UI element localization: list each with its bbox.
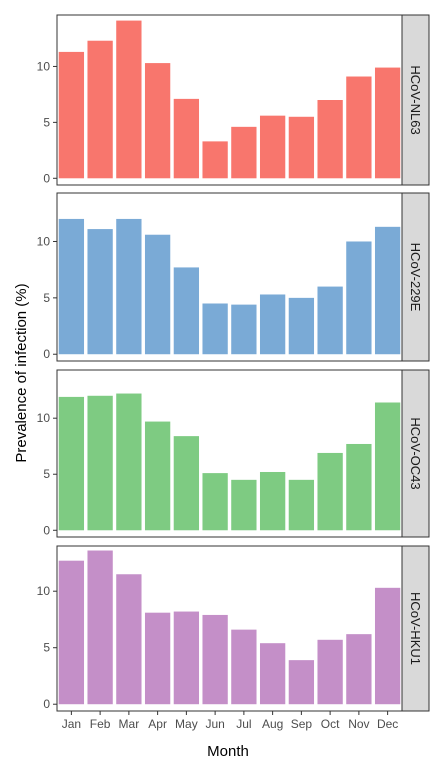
x-tick-label: Jul: [236, 717, 251, 731]
y-tick-label: 10: [37, 584, 51, 598]
bar: [317, 639, 343, 705]
y-tick-label: 0: [43, 347, 50, 361]
bar: [288, 116, 315, 179]
bar: [346, 634, 372, 705]
bar: [202, 473, 228, 531]
bar: [231, 629, 257, 705]
bar: [317, 286, 343, 355]
bar: [173, 611, 200, 705]
bar: [144, 421, 171, 531]
y-tick-label: 5: [43, 115, 50, 129]
bar: [202, 614, 228, 705]
bar: [116, 218, 142, 355]
bar: [374, 226, 401, 355]
x-tick-label: Jan: [62, 717, 81, 731]
x-tick-label: Oct: [321, 717, 340, 731]
bar: [346, 76, 372, 179]
bar: [317, 100, 343, 179]
bar: [374, 587, 401, 705]
bar: [288, 479, 315, 531]
panel: 0 5 10 HCoV-NL63: [37, 14, 430, 186]
bar: [58, 51, 85, 179]
bar: [144, 234, 171, 355]
y-tick-label: 10: [37, 234, 51, 248]
facet-strip-label: HCoV-OC43: [408, 417, 423, 489]
bar: [288, 660, 315, 705]
facet-strip: [401, 369, 430, 538]
bar: [144, 612, 171, 705]
bar: [259, 643, 286, 705]
bar: [288, 297, 315, 355]
x-tick-label: Sep: [291, 717, 313, 731]
bar: [173, 98, 200, 179]
x-tick-label: Feb: [90, 717, 111, 731]
bar: [346, 443, 372, 531]
bar: [231, 304, 257, 355]
x-tick-label: Apr: [148, 717, 167, 731]
y-tick-label: 10: [37, 59, 51, 73]
facet-strip-label: HCoV-NL63: [408, 65, 423, 134]
bar: [259, 294, 286, 355]
bar: [58, 396, 85, 531]
bar: [87, 40, 113, 179]
bar: [231, 479, 257, 531]
y-tick-label: 5: [43, 467, 50, 481]
bar: [231, 126, 257, 179]
bar: [144, 63, 171, 179]
panel: 0 5 10 HCoV-229E: [37, 192, 430, 362]
bar: [58, 218, 85, 355]
panel: 0 5 10 HCoV-OC43: [37, 369, 430, 538]
x-tick-label: Aug: [262, 717, 283, 731]
facet-strip-label: HCoV-HKU1: [408, 592, 423, 665]
x-tick-label: Mar: [119, 717, 140, 731]
bar: [87, 395, 113, 531]
bar: [116, 20, 142, 179]
bar: [259, 471, 286, 531]
bar: [87, 229, 113, 355]
panel: 0 5 10 HCoV-HKU1: [37, 545, 430, 712]
x-tick-label: Dec: [377, 717, 398, 731]
bar: [87, 550, 113, 705]
facet-strip: [401, 192, 430, 362]
x-axis: Jan Feb Mar Apr May Jun Jul Aug Sep Oct Nov Dec: [62, 711, 398, 731]
bar: [374, 402, 401, 531]
bar: [116, 574, 142, 705]
facet-strip: [401, 545, 430, 712]
bar: [346, 241, 372, 355]
x-axis-title: Month: [207, 743, 249, 760]
x-tick-label: May: [175, 717, 198, 731]
bar: [259, 115, 286, 179]
y-tick-label: 0: [43, 697, 50, 711]
y-tick-label: 5: [43, 291, 50, 305]
bar: [58, 560, 85, 705]
y-tick-label: 0: [43, 171, 50, 185]
bar: [317, 452, 343, 531]
y-axis-title: Prevalence of infection (%): [13, 283, 30, 462]
bar: [202, 303, 228, 355]
bar: [173, 267, 200, 355]
y-tick-label: 5: [43, 641, 50, 655]
bar: [374, 67, 401, 179]
bar: [173, 436, 200, 531]
x-tick-label: Nov: [348, 717, 369, 731]
facet-strip: [401, 14, 430, 186]
y-tick-label: 10: [37, 411, 51, 425]
bar: [116, 393, 142, 531]
facet-strip-label: HCoV-229E: [408, 243, 423, 312]
bar: [202, 141, 228, 179]
y-tick-label: 0: [43, 523, 50, 537]
x-tick-label: Jun: [205, 717, 224, 731]
